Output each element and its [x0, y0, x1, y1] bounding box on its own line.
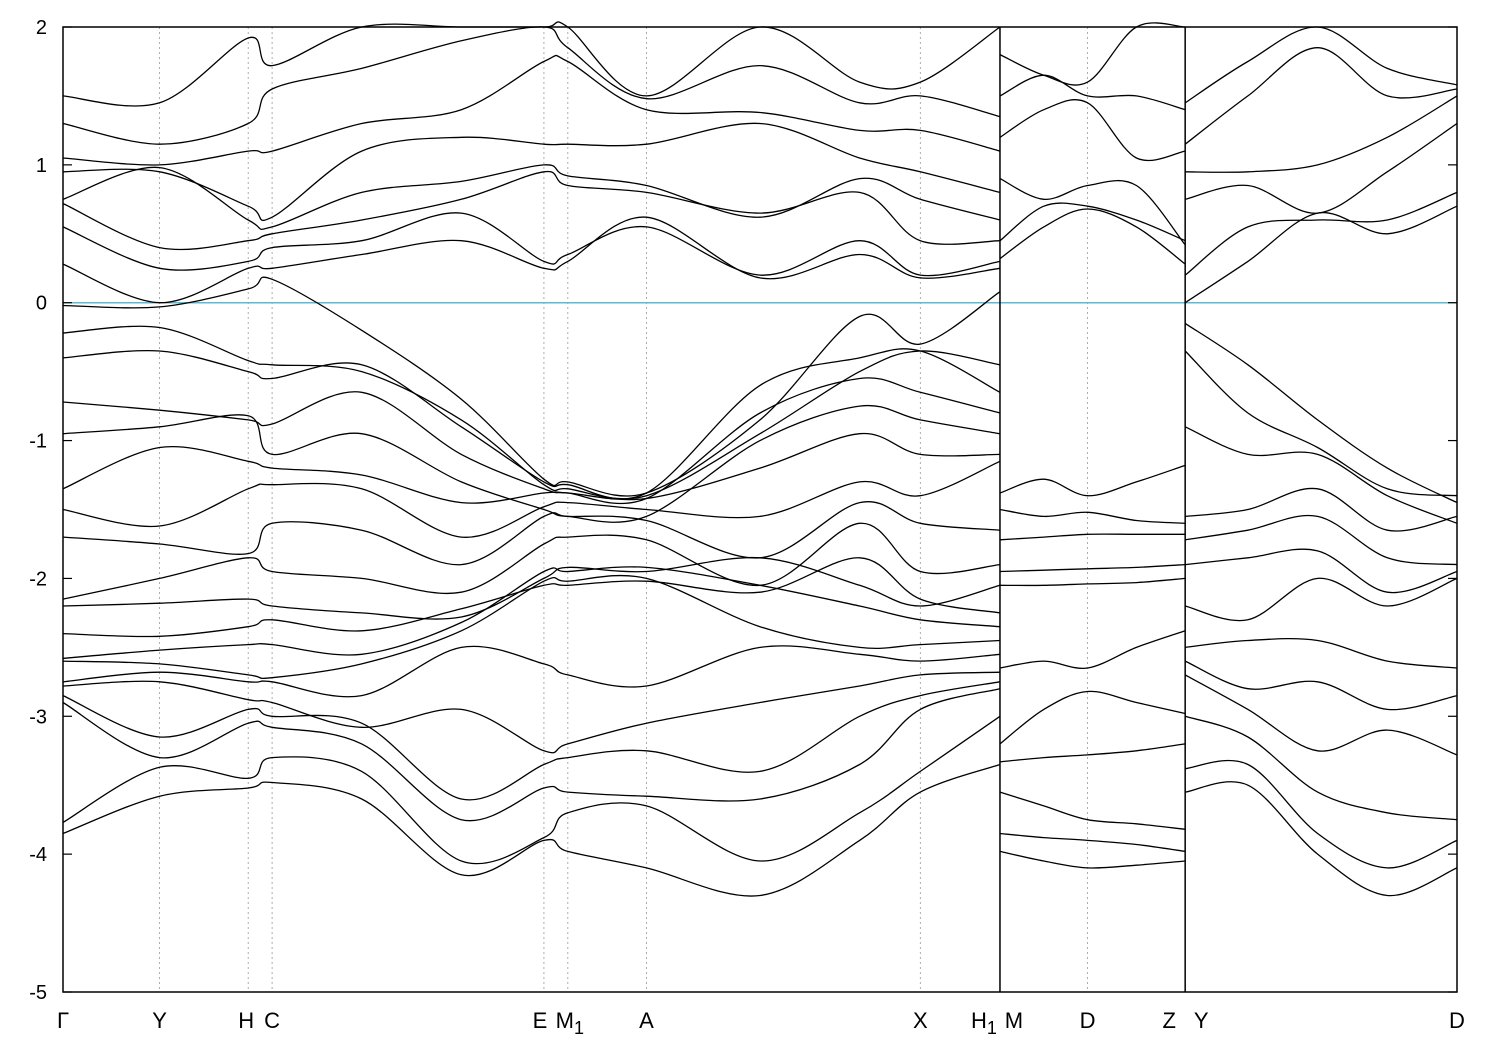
- band-line: [62, 26, 1001, 145]
- band-line: [1184, 205, 1458, 304]
- segment-break-lines: [999, 27, 1186, 992]
- band-line: [1185, 514, 1458, 566]
- x-kpoint-label: E: [533, 1008, 548, 1033]
- band-line: [999, 508, 1186, 524]
- band-line: [1184, 322, 1458, 504]
- x-kpoint-label: X: [913, 1008, 928, 1033]
- x-kpoint-label: H1: [971, 1008, 997, 1038]
- band-line: [1185, 95, 1458, 173]
- band-line: [1185, 122, 1458, 214]
- band-line: [62, 164, 1001, 230]
- band-line: [1184, 426, 1458, 524]
- band-line: [62, 122, 1001, 222]
- band-line: [1184, 715, 1458, 821]
- x-kpoint-label: H: [238, 1008, 254, 1033]
- band-line: [999, 690, 1186, 745]
- band-line: [999, 208, 1186, 265]
- y-tick-label: 2: [36, 17, 47, 39]
- band-line: [62, 276, 1001, 497]
- band-line: [1185, 781, 1458, 897]
- band-line: [999, 99, 1186, 162]
- y-tick-label: -2: [29, 568, 47, 590]
- band-line: [1185, 638, 1458, 669]
- x-kpoint-label: M: [1005, 1008, 1023, 1033]
- band-line: [62, 645, 1001, 698]
- plot-frame: [62, 26, 1458, 993]
- band-line: [62, 212, 1001, 277]
- band-line: [62, 460, 1001, 538]
- band-line: [62, 216, 1001, 304]
- band-line: [999, 22, 1186, 86]
- band-line: [1184, 26, 1458, 104]
- y-axis: 2 1 0 -1 -2 -3 -4 -5: [29, 17, 1457, 1004]
- y-tick-label: 1: [36, 155, 47, 177]
- y-tick-label: 0: [36, 293, 47, 315]
- band-line: [62, 54, 1001, 166]
- x-kpoint-label: Γ: [57, 1008, 69, 1033]
- x-kpoint-label: Y: [1194, 1008, 1209, 1033]
- band-line: [62, 21, 1001, 107]
- band-line: [1185, 487, 1458, 532]
- band-line: [62, 556, 1001, 620]
- band-line: [62, 763, 1001, 897]
- band-line: [62, 377, 1001, 505]
- band-line: [999, 202, 1186, 242]
- band-line: [999, 832, 1186, 853]
- band-line: [62, 404, 1001, 523]
- band-line: [999, 850, 1186, 869]
- x-kpoint-label: D: [1080, 1008, 1096, 1033]
- y-tick-label: -1: [29, 431, 47, 453]
- band-line: [62, 501, 1001, 566]
- x-kpoint-label: C: [264, 1008, 280, 1033]
- y-tick-label: -5: [29, 982, 47, 1004]
- band-line: [62, 688, 1001, 822]
- band-lines: [62, 21, 1458, 897]
- band-line: [999, 178, 1186, 246]
- band-line: [62, 681, 1001, 801]
- y-tick-label: -4: [29, 844, 47, 866]
- band-line: [1185, 759, 1458, 869]
- band-line: [1184, 660, 1458, 711]
- band-line: [62, 566, 1001, 660]
- band-line: [1185, 548, 1458, 594]
- y-tick-label: -3: [29, 706, 47, 728]
- band-line: [1184, 350, 1458, 497]
- band-line: [62, 522, 1001, 600]
- band-line: [999, 577, 1186, 587]
- band-line: [62, 348, 1001, 500]
- band-line: [62, 574, 1001, 679]
- x-kpoint-label: Z: [1162, 1008, 1175, 1033]
- band-line: [999, 464, 1186, 497]
- band-line: [999, 791, 1186, 830]
- band-line: [1184, 191, 1458, 276]
- kpoint-grid-lines: [159, 27, 1186, 992]
- x-kpoint-label: D: [1449, 1008, 1465, 1033]
- band-line: [62, 325, 1001, 500]
- x-kpoint-label: Y: [152, 1008, 167, 1033]
- band-line: [999, 533, 1186, 541]
- band-line: [999, 743, 1186, 763]
- band-line: [62, 557, 1001, 638]
- x-kpoint-label: M1: [556, 1008, 584, 1038]
- band-line: [62, 170, 1001, 251]
- band-line: [999, 630, 1186, 670]
- band-line: [1184, 47, 1458, 145]
- band-line: [1185, 577, 1458, 622]
- band-line: [999, 563, 1186, 573]
- band-line: [62, 671, 1001, 754]
- band-line: [62, 433, 1001, 504]
- x-axis: Γ Y H C E M1 A X H1 M D Z Y D: [57, 1008, 1465, 1038]
- band-line: [999, 74, 1186, 111]
- x-kpoint-label: A: [639, 1008, 654, 1033]
- band-line: [1184, 674, 1458, 756]
- band-line: [62, 715, 1001, 865]
